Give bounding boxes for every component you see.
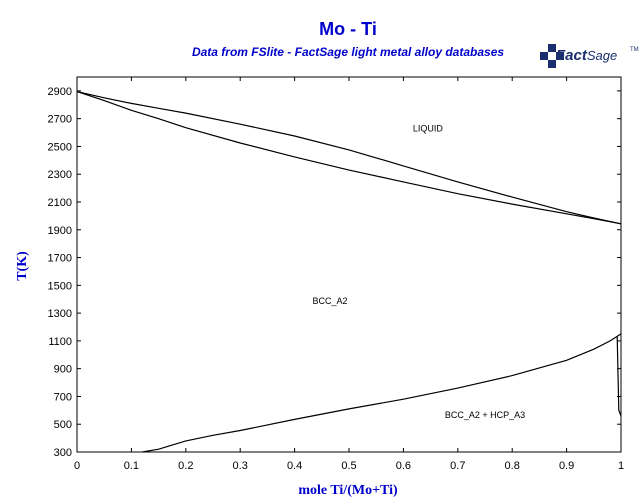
phase-region-labels: LIQUID BCC_A2 BCC_A2 + HCP_A3 <box>312 123 525 420</box>
y-tick-label: 1700 <box>48 253 72 265</box>
x-tick-label: 0.9 <box>559 460 574 472</box>
y-tick-label: 700 <box>54 391 72 403</box>
y-tick-label: 2500 <box>48 141 72 153</box>
logo-text-regular: Sage <box>587 48 617 63</box>
x-tick-label: 0.8 <box>505 460 520 472</box>
phase-region-label: LIQUID <box>413 123 444 133</box>
chart-title: Mo - Ti <box>319 19 377 39</box>
x-tick-label: 0.4 <box>287 460 302 472</box>
y-tick-label: 300 <box>54 447 72 459</box>
chart-subtitle: Data from FSlite - FactSage light metal … <box>192 45 504 59</box>
svg-text:FactSage: FactSage <box>556 47 617 64</box>
x-tick-label: 1 <box>618 460 624 472</box>
x-tick-label: 0.7 <box>450 460 465 472</box>
phase-region-label: BCC_A2 <box>312 296 347 306</box>
plot-area-frame <box>76 76 622 453</box>
y-tick-label: 500 <box>54 419 72 431</box>
y-tick-label: 2900 <box>48 86 72 98</box>
x-tick-label: 0.3 <box>233 460 248 472</box>
x-tick-label: 0.2 <box>178 460 193 472</box>
x-tick-label: 0.5 <box>341 460 356 472</box>
y-axis-ticks: 300 500 700 900 1100 1300 1500 1700 1900 2100 2300… <box>48 86 621 459</box>
curve-hcp-boundary-ti-edge <box>616 336 622 417</box>
y-tick-label: 1100 <box>48 336 72 348</box>
y-tick-label: 1300 <box>48 308 72 320</box>
curve-bcc-hcp-boundary <box>142 333 622 453</box>
y-tick-label: 900 <box>54 364 72 376</box>
x-axis-ticks: 0 0.1 0.2 0.3 0.4 0.5 0.6 0.7 0.8 0.9 1 <box>74 77 624 472</box>
x-tick-label: 0 <box>74 460 80 472</box>
factsage-logo: FactSage TM <box>540 44 639 68</box>
curve-liquidus <box>76 91 622 225</box>
logo-trademark: TM <box>630 47 639 53</box>
x-tick-label: 0.6 <box>396 460 411 472</box>
x-axis-label: mole Ti/(Mo+Ti) <box>298 483 398 498</box>
phase-region-label: BCC_A2 + HCP_A3 <box>445 410 525 420</box>
logo-text-bold: Fact <box>556 47 588 64</box>
x-tick-label: 0.1 <box>124 460 139 472</box>
y-tick-label: 1500 <box>48 280 72 292</box>
curve-solidus <box>76 91 622 225</box>
phase-boundary-curves <box>76 91 622 453</box>
y-tick-label: 1900 <box>48 225 72 237</box>
y-tick-label: 2700 <box>48 114 72 126</box>
factsage-logo-icon <box>540 44 564 68</box>
y-tick-label: 2100 <box>48 197 72 209</box>
y-axis-label: T(K) <box>15 251 30 281</box>
y-tick-label: 2300 <box>48 169 72 181</box>
